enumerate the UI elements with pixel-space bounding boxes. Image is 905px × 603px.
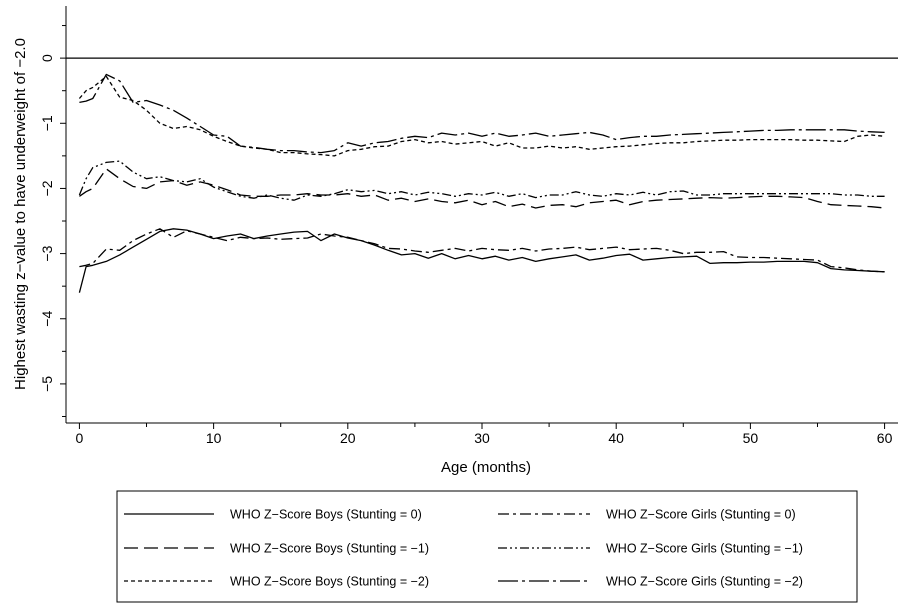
y-tick-label: −2 [39,180,55,196]
legend-label: WHO Z−Score Boys (Stunting = −1) [230,541,429,555]
y-tick-label: −5 [39,376,55,392]
legend-label: WHO Z−Score Girls (Stunting = −1) [606,541,803,555]
x-tick-label: 10 [206,430,222,446]
y-tick-label: −1 [39,115,55,131]
x-axis-ticks: 0 10 20 30 40 50 60 [76,423,893,446]
x-tick-label: 0 [76,430,84,446]
y-tick-label: −3 [39,245,55,261]
series-line-3 [78,75,885,157]
legend-label: WHO Z−Score Girls (Stunting = −2) [606,574,803,588]
legend: WHO Z−Score Boys (Stunting = 0) WHO Z−Sco… [116,490,858,603]
series-line-5 [78,160,885,201]
x-axis-title: Age (months) [441,459,531,476]
x-tick-label: 50 [743,430,759,446]
y-axis-title: Highest wasting z−value to have underwei… [12,38,29,390]
x-tick-label: 40 [608,430,624,446]
series-line-1 [78,228,885,293]
legend-label: WHO Z−Score Girls (Stunting = 0) [606,507,796,521]
x-tick-label: 60 [877,430,893,446]
x-tick-label: 20 [340,430,356,446]
legend-label: WHO Z−Score Boys (Stunting = −2) [230,574,429,588]
x-tick-label: 30 [474,430,490,446]
y-tick-label: −4 [39,311,55,327]
legend-label: WHO Z−Score Boys (Stunting = 0) [230,507,422,521]
legend-box [116,490,858,603]
series-line-2 [79,168,885,209]
y-axis-ticks: 0 −1 −2 −3 −4 −5 [39,25,66,417]
series-lines [78,73,885,293]
y-tick-label: 0 [39,54,55,62]
series-line-4 [79,228,885,273]
series-line-6 [79,73,885,154]
legend-items: WHO Z−Score Boys (Stunting = 0) WHO Z−Sco… [124,507,803,588]
